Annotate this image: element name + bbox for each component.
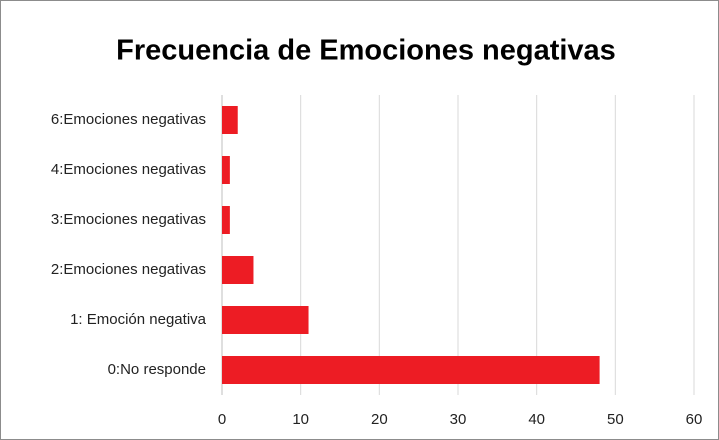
- bar: [222, 356, 600, 384]
- bar: [222, 106, 238, 134]
- x-tick-label: 30: [450, 411, 467, 428]
- y-tick-label: 3:Emociones negativas: [51, 211, 206, 228]
- x-tick-label: 20: [371, 411, 388, 428]
- x-tick-label: 10: [292, 411, 309, 428]
- bar: [222, 306, 309, 334]
- y-tick-label: 0:No responde: [108, 361, 206, 378]
- x-tick-label: 40: [528, 411, 545, 428]
- x-tick-label: 60: [686, 411, 703, 428]
- y-tick-label: 4:Emociones negativas: [51, 161, 206, 178]
- chart-title: Frecuencia de Emociones negativas: [116, 35, 616, 67]
- bar: [222, 156, 230, 184]
- x-tick-label: 50: [607, 411, 624, 428]
- y-tick-label: 1: Emoción negativa: [70, 311, 207, 328]
- bar: [222, 206, 230, 234]
- y-tick-label: 2:Emociones negativas: [51, 261, 206, 278]
- x-tick-label: 0: [218, 411, 226, 428]
- y-tick-label: 6:Emociones negativas: [51, 111, 206, 128]
- bar: [222, 256, 254, 284]
